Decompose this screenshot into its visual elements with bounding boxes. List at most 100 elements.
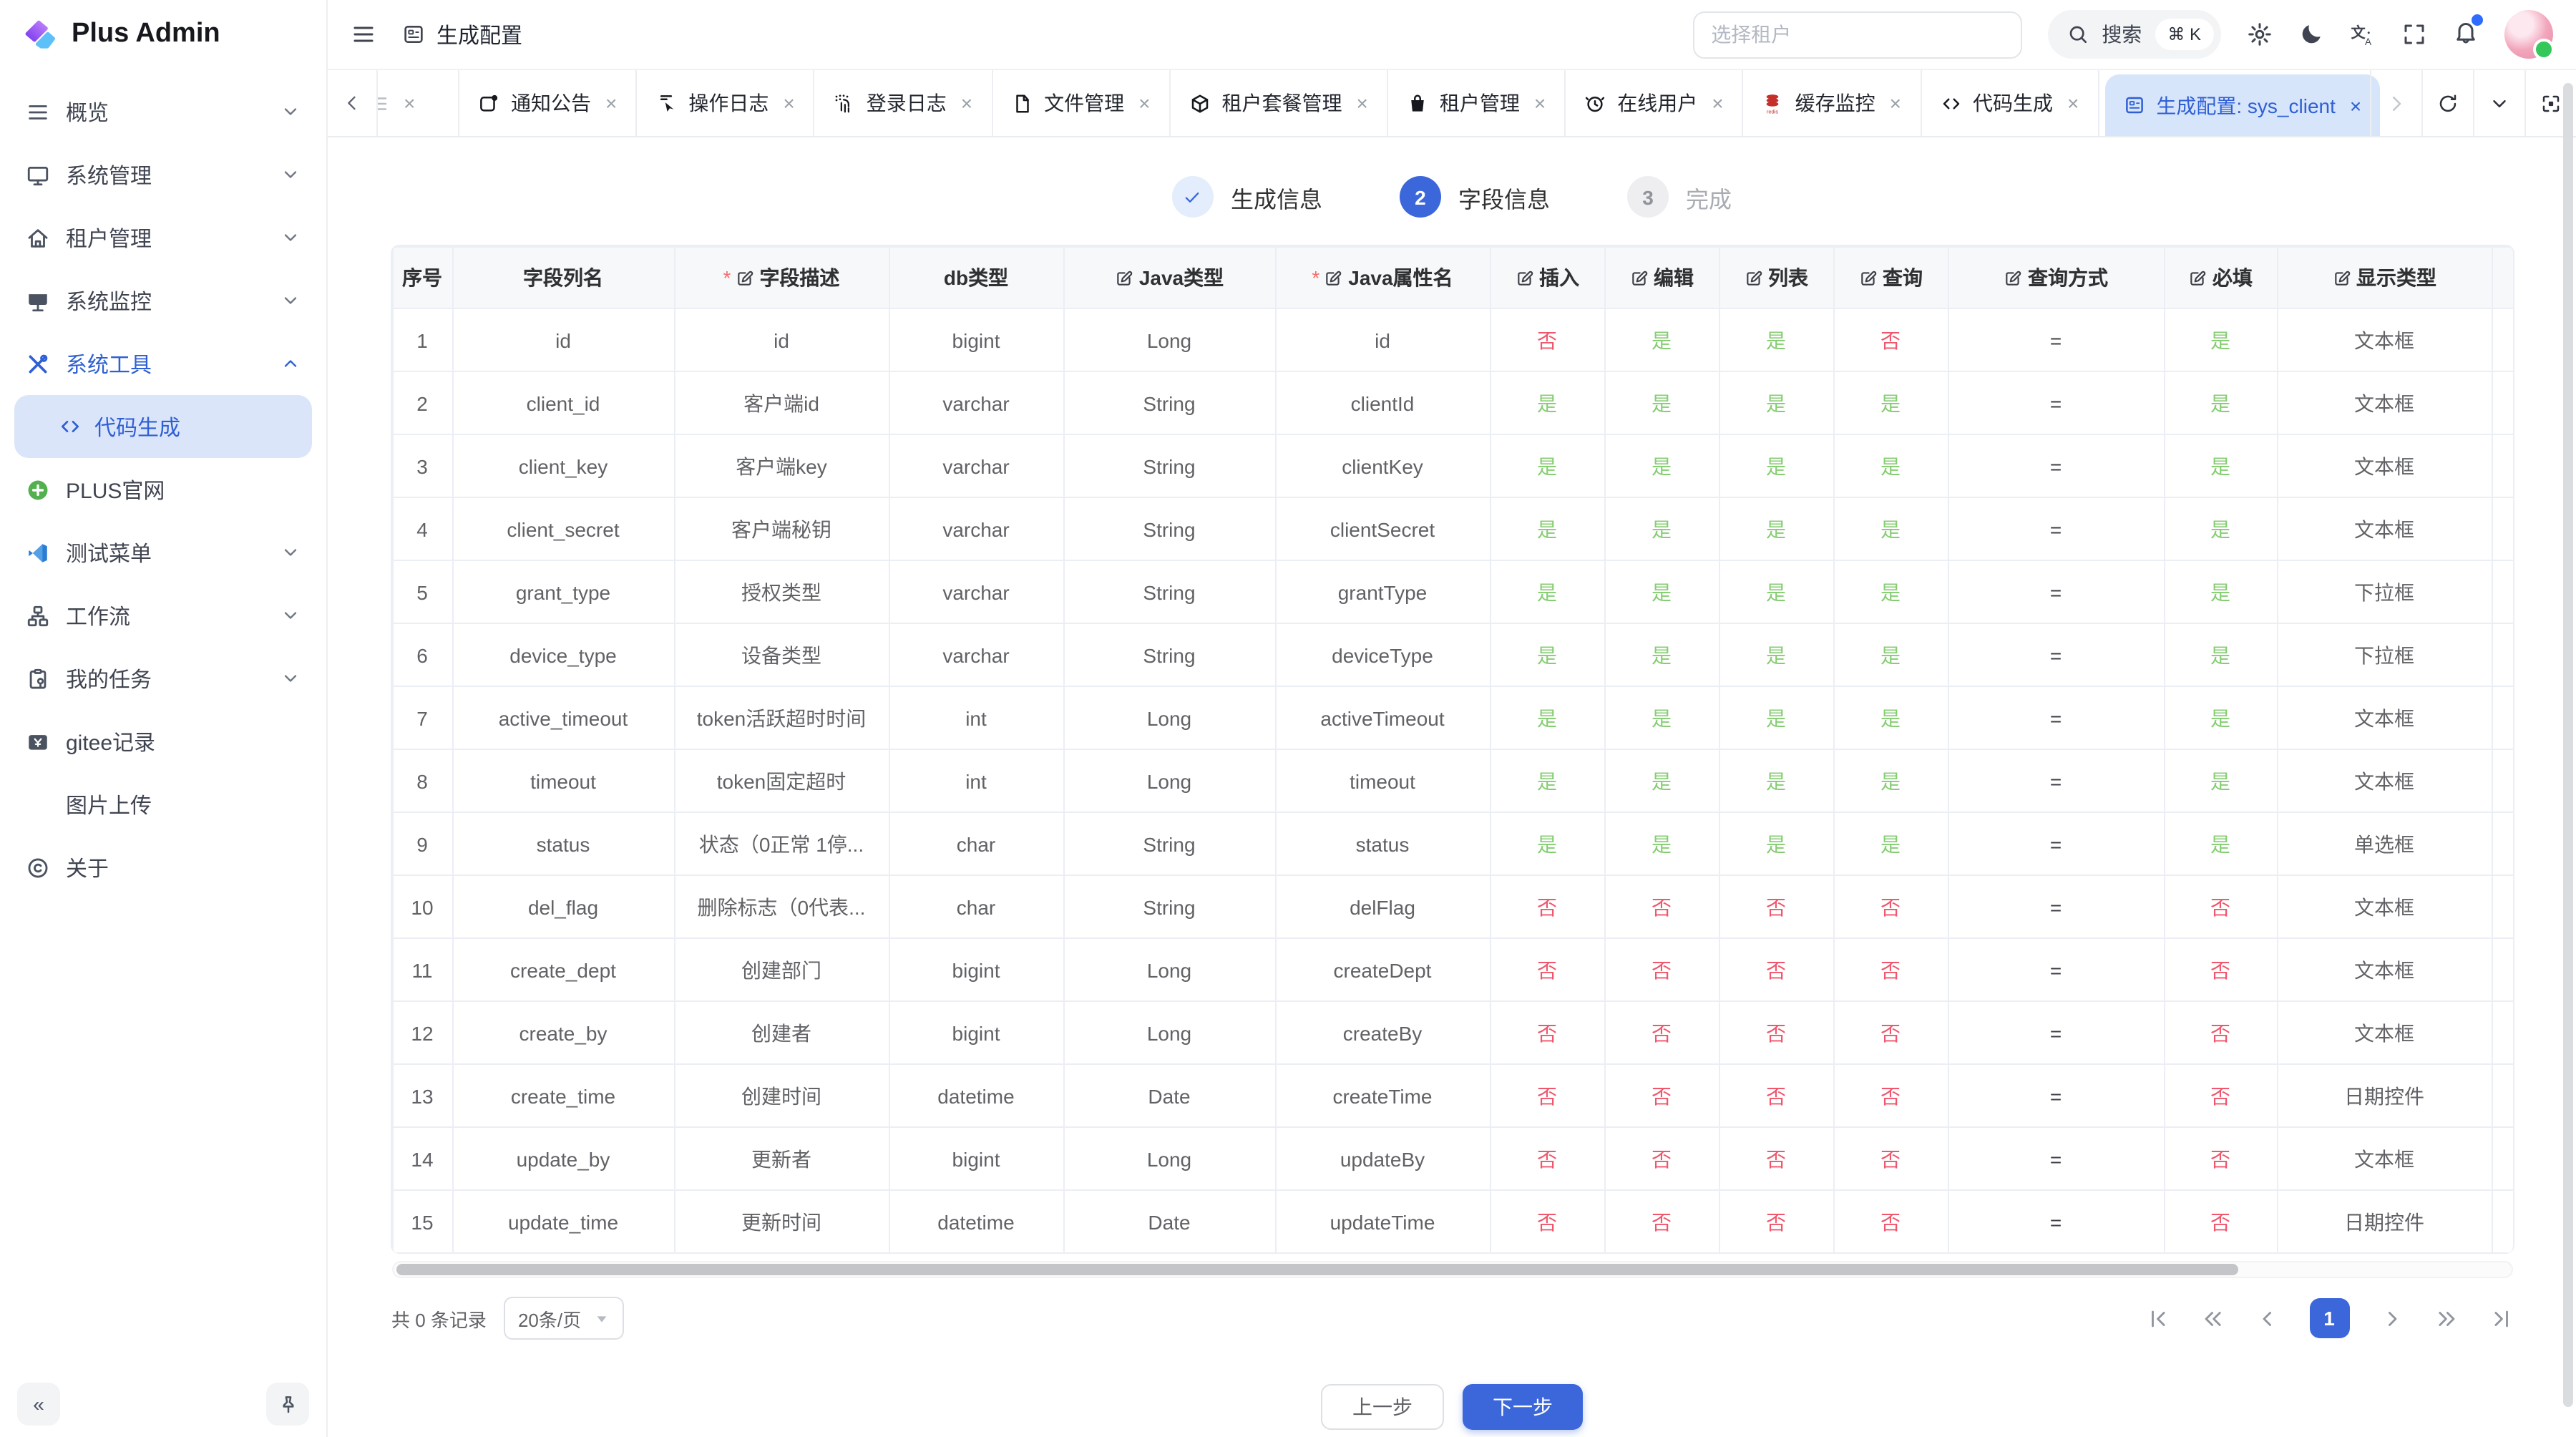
cell[interactable]: =: [1947, 875, 2165, 939]
cell[interactable]: 否: [1833, 1000, 1948, 1065]
cell[interactable]: 是: [2163, 308, 2278, 372]
cell[interactable]: 是: [2163, 749, 2278, 813]
tab-login-log[interactable]: 登录日志 ×: [815, 70, 993, 136]
cell[interactable]: 否: [2163, 1126, 2278, 1191]
cell[interactable]: String: [1063, 560, 1276, 624]
cell[interactable]: =: [1947, 1063, 2165, 1128]
cell[interactable]: =: [1947, 308, 2165, 372]
cell[interactable]: 是: [2163, 623, 2278, 687]
cell[interactable]: 是: [1718, 497, 1834, 561]
cell[interactable]: 客户端id: [673, 371, 889, 435]
cell[interactable]: String: [1063, 875, 1276, 939]
tab-close-icon[interactable]: ×: [1356, 92, 1368, 115]
cell[interactable]: 是: [1833, 434, 1948, 498]
cell[interactable]: 是: [1718, 749, 1834, 813]
cell[interactable]: 否: [1604, 1000, 1719, 1065]
tab-close-icon[interactable]: ×: [1138, 92, 1151, 115]
sidebar-item-system-tools[interactable]: 系统工具: [14, 332, 312, 395]
cell[interactable]: =: [1947, 560, 2165, 624]
cell[interactable]: 是: [1489, 623, 1605, 687]
cell[interactable]: 是: [1833, 560, 1948, 624]
tab-op-log[interactable]: 操作日志 ×: [637, 70, 815, 136]
cell[interactable]: 文本框: [2276, 1126, 2492, 1191]
cell[interactable]: 是: [1833, 371, 1948, 435]
cell[interactable]: 否: [1718, 1000, 1834, 1065]
tab-close-icon[interactable]: ×: [2067, 92, 2079, 115]
cell[interactable]: String: [1063, 812, 1276, 876]
cell[interactable]: grantType: [1274, 560, 1491, 624]
cell[interactable]: clientSecret: [1274, 497, 1491, 561]
tab-gen-config[interactable]: 生成配置: sys_client ×: [2104, 74, 2381, 136]
horizontal-scrollbar[interactable]: [391, 1261, 2512, 1278]
cell[interactable]: 下拉框: [2276, 560, 2492, 624]
page-first-button[interactable]: [2146, 1306, 2170, 1330]
cell[interactable]: 是: [1604, 749, 1719, 813]
tab-cache-monitor[interactable]: redis 缓存监控 ×: [1744, 70, 1921, 136]
cell[interactable]: 是: [1489, 497, 1605, 561]
tab-tenant[interactable]: 租户管理 ×: [1388, 70, 1566, 136]
cell[interactable]: 是: [1489, 434, 1605, 498]
cell[interactable]: 是: [1604, 812, 1719, 876]
cell[interactable]: =: [1947, 1000, 2165, 1065]
cell[interactable]: =: [1947, 371, 2165, 435]
tab-close-icon[interactable]: ×: [605, 92, 618, 115]
cell[interactable]: 否: [1718, 1063, 1834, 1128]
cell[interactable]: 是: [1718, 371, 1834, 435]
tab-close-icon[interactable]: ×: [1533, 92, 1546, 115]
cell[interactable]: 创建时间: [673, 1063, 889, 1128]
sidebar-item-image-upload[interactable]: 图片上传: [14, 773, 312, 836]
cell[interactable]: createDept: [1274, 937, 1491, 1002]
cell[interactable]: deviceType: [1274, 623, 1491, 687]
cell[interactable]: 是: [1489, 560, 1605, 624]
horizontal-scrollbar-thumb[interactable]: [396, 1264, 2239, 1275]
cell[interactable]: Date: [1063, 1189, 1276, 1254]
sidebar-item-gitee-record[interactable]: gitee记录: [14, 710, 312, 773]
cell[interactable]: id: [1274, 308, 1491, 372]
next-step-button[interactable]: 下一步: [1463, 1384, 1583, 1430]
cell[interactable]: 否: [1604, 875, 1719, 939]
tab-code-gen[interactable]: 代码生成 ×: [1921, 70, 2099, 136]
cell[interactable]: id: [673, 308, 889, 372]
cell[interactable]: 单选框: [2276, 812, 2492, 876]
cell[interactable]: status: [1274, 812, 1491, 876]
cell[interactable]: 是: [1604, 371, 1719, 435]
cell[interactable]: 否: [1489, 875, 1605, 939]
cell[interactable]: 文本框: [2276, 308, 2492, 372]
settings-gear-icon[interactable]: [2247, 21, 2273, 47]
cell[interactable]: clientId: [1274, 371, 1491, 435]
cell[interactable]: 是: [2163, 434, 2278, 498]
cell[interactable]: Long: [1063, 1126, 1276, 1191]
tabs-scroll-left-button[interactable]: [328, 70, 378, 136]
cell[interactable]: 是: [1718, 560, 1834, 624]
cell[interactable]: 是: [1604, 623, 1719, 687]
cell[interactable]: =: [1947, 812, 2165, 876]
fullscreen-icon[interactable]: [2401, 21, 2427, 47]
cell[interactable]: 文本框: [2276, 686, 2492, 750]
cell[interactable]: 否: [2163, 937, 2278, 1002]
cell[interactable]: =: [1947, 1189, 2165, 1254]
cell[interactable]: delFlag: [1274, 875, 1491, 939]
user-avatar[interactable]: [2504, 10, 2555, 60]
cell[interactable]: 否: [1718, 1126, 1834, 1191]
cell[interactable]: 否: [1604, 937, 1719, 1002]
cell[interactable]: 授权类型: [673, 560, 889, 624]
sidebar-item-about[interactable]: 关于: [14, 836, 312, 899]
sidebar-pin-button[interactable]: [266, 1383, 309, 1426]
page-size-select[interactable]: 20条/页: [503, 1297, 625, 1340]
cell[interactable]: 是: [1718, 686, 1834, 750]
cell[interactable]: token固定超时: [673, 749, 889, 813]
cell[interactable]: 是: [2163, 560, 2278, 624]
cell[interactable]: createTime: [1274, 1063, 1491, 1128]
cell[interactable]: 是: [2163, 497, 2278, 561]
cell[interactable]: 是: [1604, 308, 1719, 372]
tab-close-icon[interactable]: ×: [783, 92, 795, 115]
sidebar-item-test-menu[interactable]: 测试菜单: [14, 521, 312, 584]
cell[interactable]: 文本框: [2276, 1000, 2492, 1065]
cell[interactable]: 文本框: [2276, 749, 2492, 813]
cell[interactable]: 是: [1833, 623, 1948, 687]
cell[interactable]: =: [1947, 497, 2165, 561]
cell[interactable]: String: [1063, 434, 1276, 498]
cell[interactable]: 否: [1489, 937, 1605, 1002]
cell[interactable]: 是: [2163, 686, 2278, 750]
cell[interactable]: 否: [1833, 1126, 1948, 1191]
